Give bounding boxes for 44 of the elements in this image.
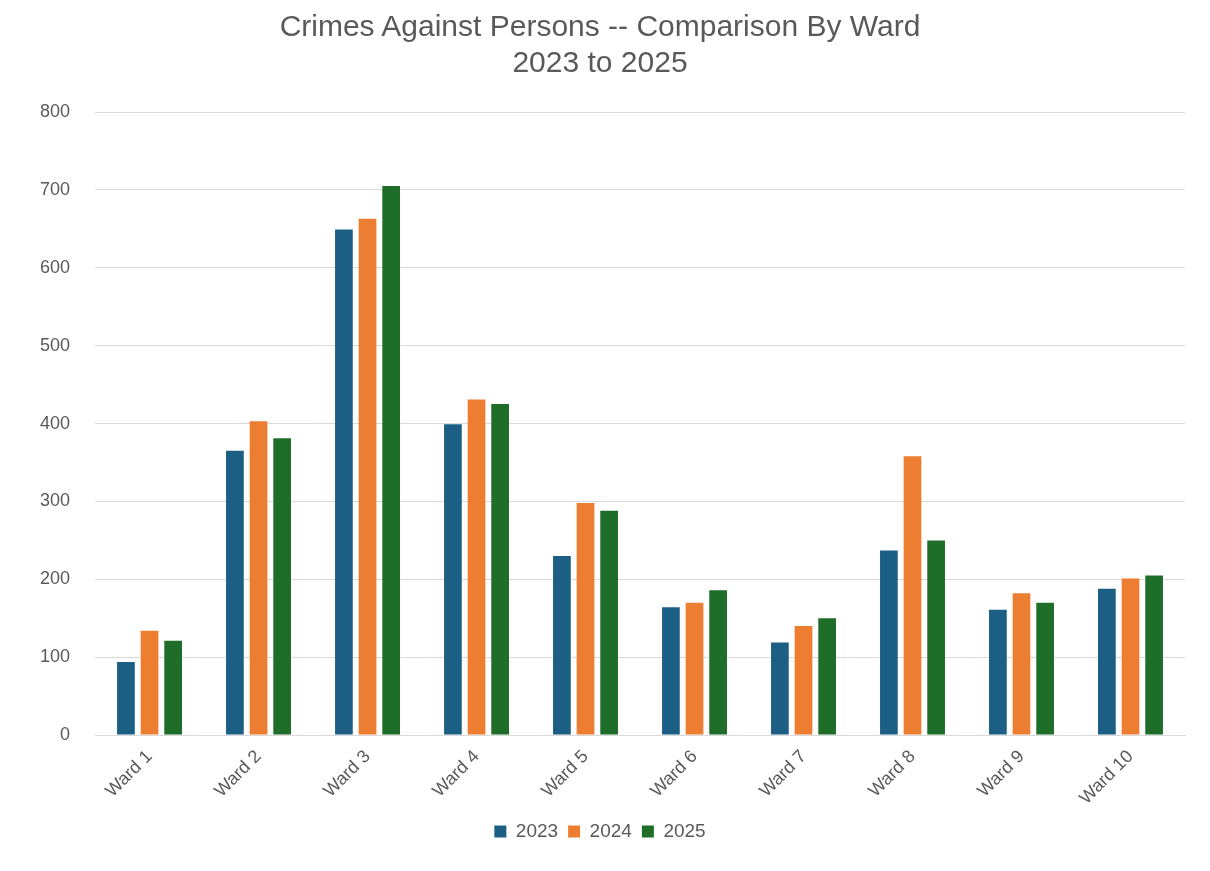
bar (989, 609, 1007, 735)
y-tick-label: 700 (39, 178, 71, 199)
y-tick-label: 0 (60, 724, 71, 745)
bar (1121, 578, 1140, 735)
legend-label: 2025 (663, 819, 706, 841)
bar (818, 618, 836, 735)
bar (903, 456, 922, 735)
y-tick-label: 100 (39, 646, 71, 667)
legend-label: 2023 (515, 819, 559, 841)
y-tick-label: 200 (39, 568, 71, 589)
bar (444, 424, 462, 735)
bar (491, 404, 509, 735)
bar (553, 555, 571, 735)
bar (880, 550, 898, 735)
bar (1145, 575, 1163, 735)
bar (1098, 588, 1116, 735)
bar (226, 450, 244, 735)
bar (771, 642, 789, 735)
y-tick-label: 800 (39, 100, 71, 121)
y-tick-label: 400 (39, 412, 71, 433)
bar (335, 229, 353, 735)
y-tick-label: 500 (39, 334, 71, 355)
bar (117, 661, 135, 735)
bar (576, 502, 595, 735)
bar (467, 399, 486, 735)
text: Crimes Against Persons -- Comparison By Ward (279, 9, 921, 43)
text: 2023 to 2025 (512, 45, 688, 79)
bar (794, 626, 813, 735)
bar (709, 590, 727, 735)
bar (140, 630, 159, 735)
y-tick-label: 300 (39, 490, 71, 511)
bar (382, 185, 400, 735)
bar (1012, 593, 1031, 735)
bar (358, 218, 377, 735)
bar (249, 421, 268, 735)
bar (273, 438, 291, 735)
y-tick-label: 600 (39, 256, 71, 277)
bar (164, 640, 182, 735)
bar (927, 540, 945, 735)
bar (600, 510, 618, 735)
legend-label: 2024 (589, 819, 633, 841)
bar (1036, 602, 1054, 735)
bar (685, 602, 704, 735)
bar (662, 607, 680, 735)
